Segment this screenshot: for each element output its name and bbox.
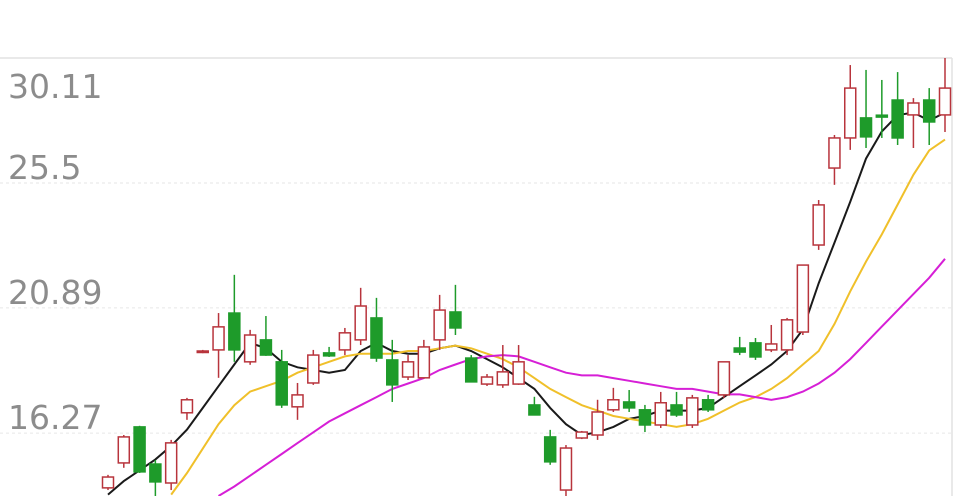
candle-body: [843, 87, 857, 139]
candle-body: [859, 117, 873, 138]
candle-body: [259, 339, 273, 356]
candle-body: [686, 397, 699, 426]
moving-averages: [107, 111, 946, 496]
candle-body: [149, 463, 162, 483]
candle-body: [607, 399, 620, 411]
candle-body: [765, 343, 778, 351]
candle-body: [496, 371, 510, 386]
candle-body: [243, 334, 257, 363]
candle-body: [907, 102, 920, 116]
candle-body: [543, 436, 557, 463]
candle-body: [638, 409, 652, 426]
candle-body: [101, 476, 115, 489]
candle-body: [338, 332, 352, 351]
candle-body: [938, 87, 952, 116]
candle-body: [575, 431, 589, 439]
candle-body: [828, 137, 841, 169]
grid: [0, 57, 952, 434]
candle-body: [117, 436, 131, 464]
candle-body: [733, 347, 746, 353]
candle-body: [891, 99, 904, 139]
candle-body: [622, 401, 636, 409]
y-tick-label: 20.89: [8, 273, 102, 312]
candle-body: [307, 354, 320, 384]
candle-body: [480, 376, 494, 385]
candle-body: [796, 264, 810, 333]
candle-body: [654, 402, 667, 426]
candle-body: [180, 399, 194, 414]
candle-body: [591, 411, 604, 436]
candle-body: [780, 319, 794, 351]
candle-body: [875, 114, 889, 118]
candle-body: [528, 404, 541, 416]
candles: [101, 58, 952, 496]
candle-body: [670, 404, 683, 416]
candle-body: [701, 399, 715, 411]
y-tick-label: 16.27: [8, 398, 102, 437]
candle-body: [196, 350, 210, 354]
candle-body: [164, 442, 178, 484]
y-tick-label: 25.5: [8, 148, 81, 187]
candle-body: [922, 99, 936, 123]
candle-body: [275, 361, 288, 406]
ma-line: [170, 138, 946, 496]
candle-body: [417, 346, 431, 379]
candle-body: [559, 447, 573, 491]
candle-body: [449, 311, 462, 329]
candle-body: [749, 342, 762, 358]
candle-body: [322, 352, 336, 357]
candle-body: [291, 394, 304, 408]
candle-body: [354, 305, 367, 341]
candle-body: [433, 309, 446, 341]
candle-body: [401, 361, 415, 378]
candle-body: [464, 357, 478, 383]
candle-body: [133, 426, 146, 473]
candle-body: [512, 361, 525, 385]
ma-line: [107, 111, 946, 496]
ma-line: [217, 258, 946, 496]
candle-body: [212, 326, 225, 351]
y-axis: 30.11 25.5 20.89 16.27: [8, 67, 102, 437]
candle-body: [228, 312, 241, 351]
candle-body: [370, 317, 383, 359]
candle-body: [386, 359, 399, 386]
y-tick-label: 30.11: [8, 67, 102, 106]
candle-body: [812, 204, 825, 246]
candle-body: [717, 361, 731, 396]
